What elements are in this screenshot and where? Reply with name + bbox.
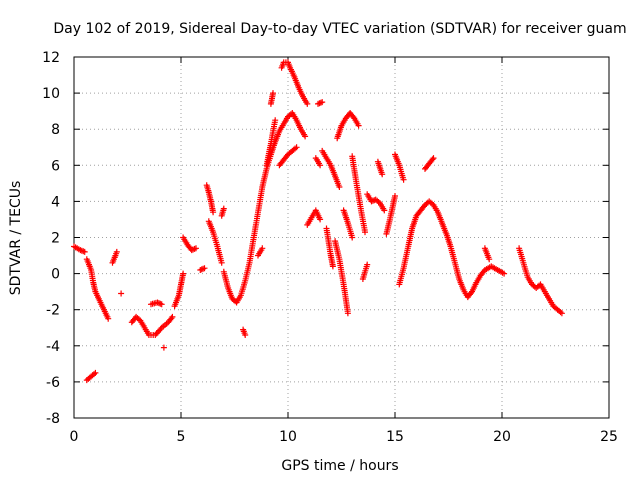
y-tick-label: -8 [46, 411, 60, 427]
data-point [317, 162, 324, 169]
y-tick-label: 10 [42, 86, 60, 102]
x-tick-label: 15 [386, 429, 404, 445]
data-point [218, 259, 225, 266]
data-point [486, 256, 493, 263]
data-point [92, 369, 99, 376]
x-tick-label: 0 [70, 429, 79, 445]
chart-title: Day 102 of 2019, Sidereal Day-to-day VTE… [53, 21, 626, 37]
data-point [113, 248, 120, 255]
data-point [317, 216, 324, 223]
x-tick-label: 5 [177, 429, 186, 445]
x-tick-label: 25 [600, 429, 618, 445]
data-point [364, 261, 371, 268]
data-point [210, 209, 217, 216]
data-point [180, 270, 187, 277]
data-point [193, 245, 199, 252]
data-point [118, 290, 125, 297]
data-point [272, 117, 279, 124]
data-point [293, 144, 300, 151]
data-point [105, 315, 112, 322]
data-point [160, 344, 167, 351]
data-point [270, 90, 276, 97]
x-axis-label: GPS time / hours [281, 458, 398, 474]
data-point [349, 234, 356, 241]
data-point [344, 310, 351, 317]
data-point [336, 184, 343, 190]
y-tick-label: 12 [42, 50, 60, 66]
x-tick-label: 10 [279, 429, 297, 445]
data-point [242, 332, 249, 338]
data-point [355, 122, 362, 129]
data-point [362, 229, 368, 236]
data-point [429, 156, 436, 163]
y-tick-label: -2 [46, 303, 60, 319]
data-point [220, 205, 227, 212]
y-tick-label: 4 [51, 194, 60, 210]
axis-ticks: 0 5 10 15 20 25 -8 -6 -4 -2 0 2 4 6 8 10 12 [42, 50, 618, 445]
x-tick-label: 20 [493, 429, 511, 445]
data-point [392, 193, 398, 199]
data-points [71, 59, 565, 384]
data-point [169, 313, 176, 320]
data-point [319, 99, 326, 106]
data-point [381, 207, 388, 214]
data-point [379, 171, 386, 178]
data-point [316, 100, 323, 107]
data-point [501, 270, 508, 277]
y-tick-label: 2 [51, 231, 60, 247]
y-tick-label: 8 [51, 122, 60, 138]
data-point [329, 263, 336, 270]
data-point [201, 265, 208, 272]
data-point [302, 133, 309, 140]
data-point [81, 248, 88, 255]
data-point [304, 100, 311, 107]
y-tick-label: 6 [51, 158, 60, 174]
data-point [558, 310, 565, 317]
data-point [259, 245, 266, 252]
y-tick-label: -4 [46, 339, 60, 355]
data-point [158, 301, 165, 308]
y-tick-label: -6 [46, 375, 60, 391]
y-axis-label: SDTVAR / TECUs [8, 181, 24, 296]
data-point [400, 176, 407, 183]
data-point [430, 155, 437, 162]
y-tick-label: 0 [51, 267, 60, 283]
gridlines [74, 57, 609, 418]
